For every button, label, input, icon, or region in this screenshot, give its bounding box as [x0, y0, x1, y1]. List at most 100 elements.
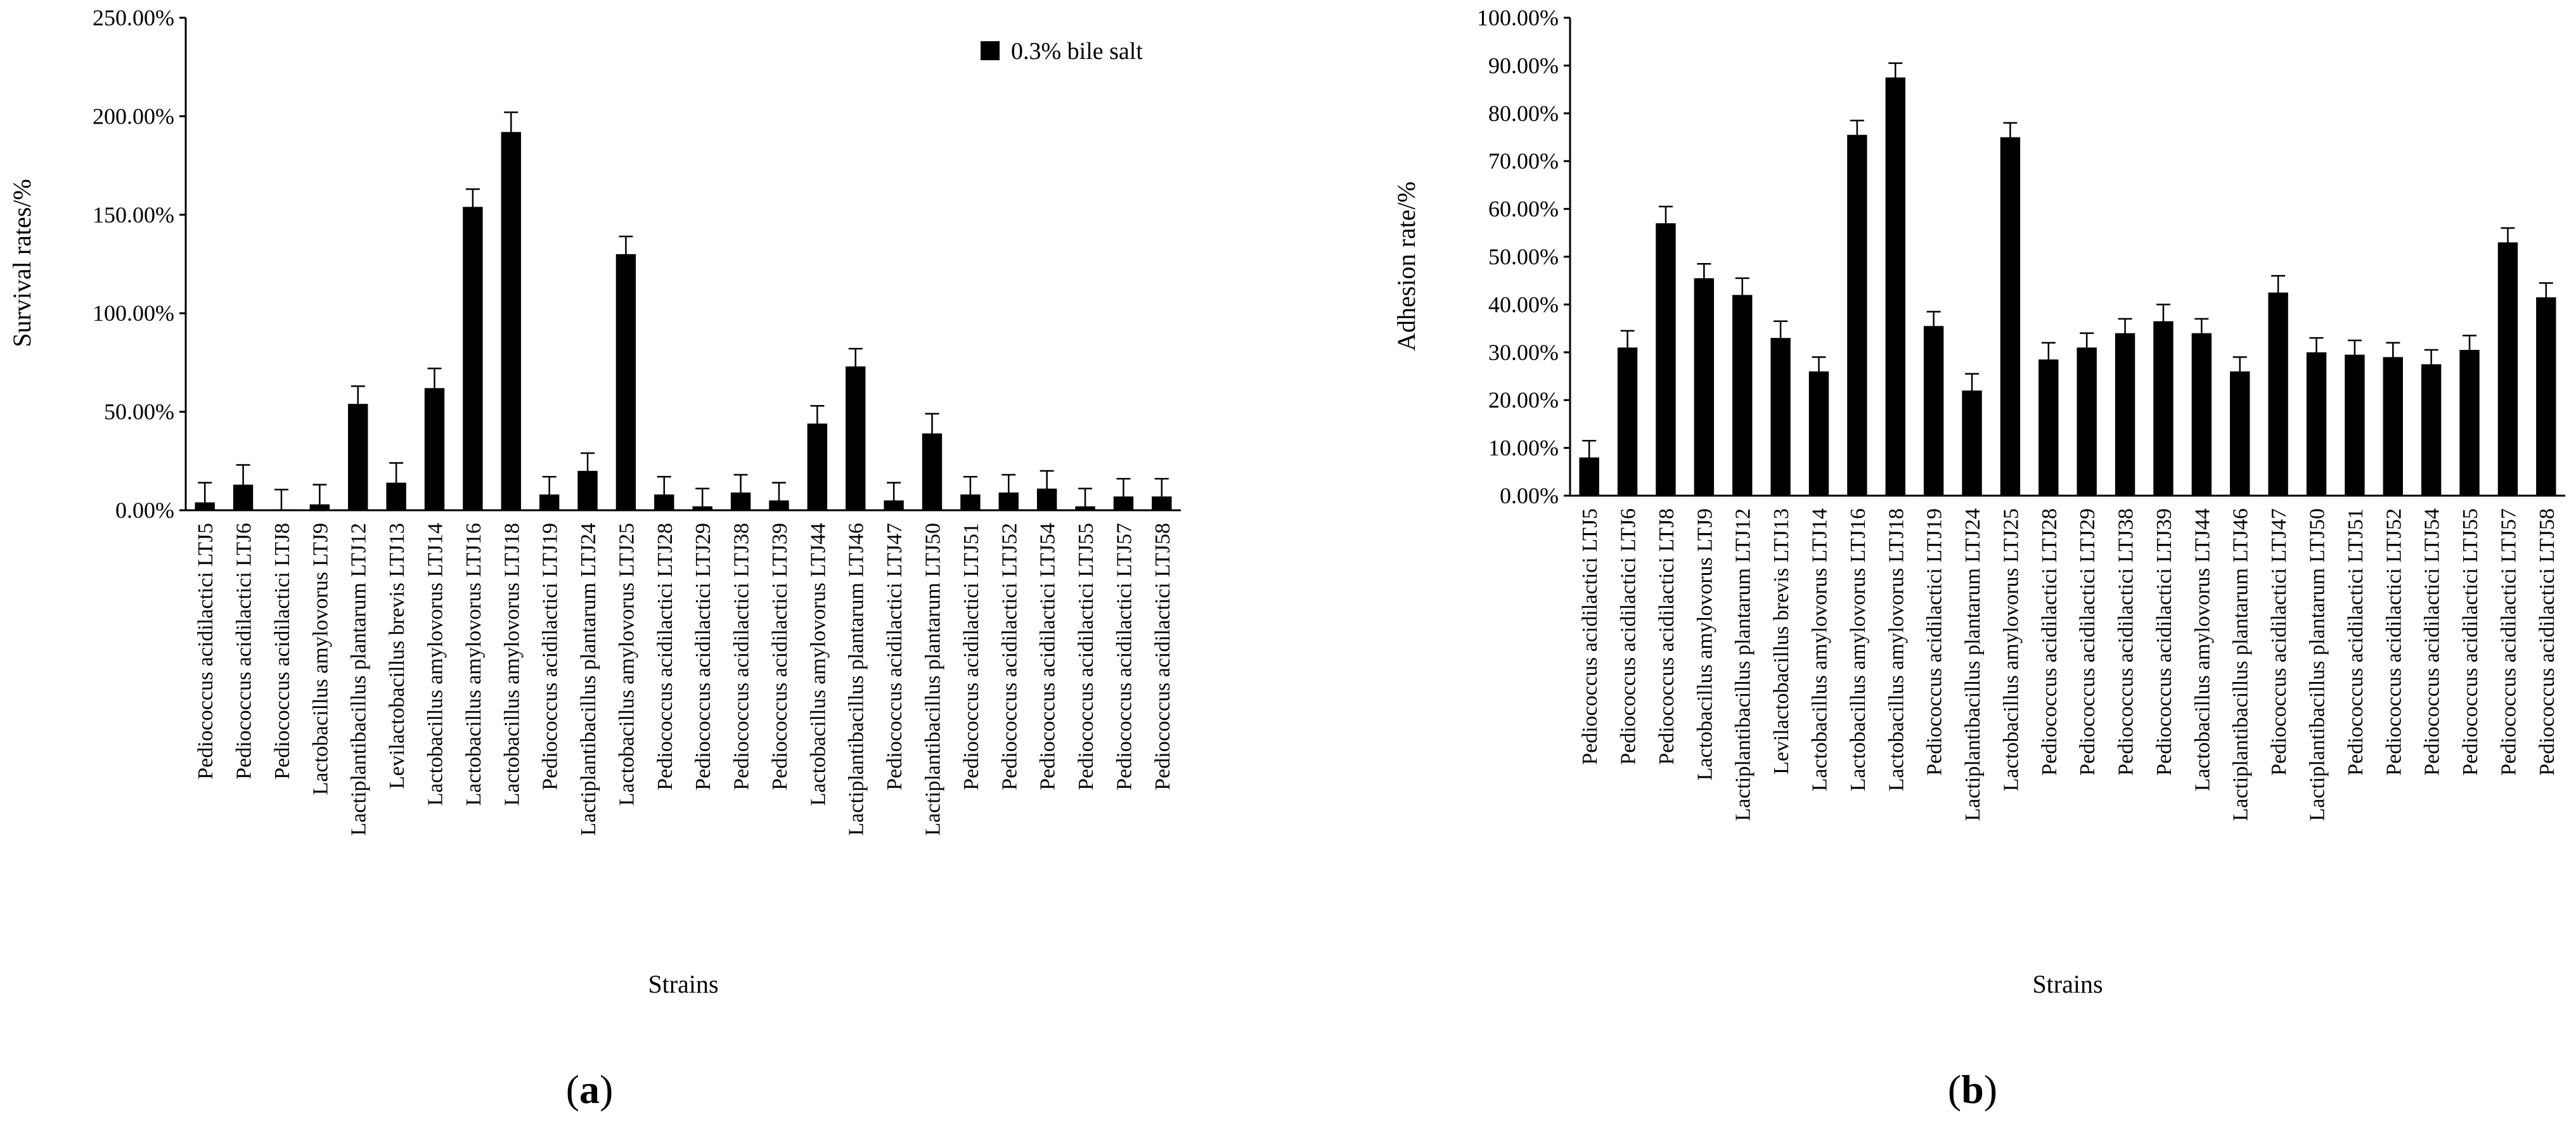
chart-a-panel-label: (a) — [566, 1067, 614, 1112]
chart-b-category-label: Lactiplantibacillus plantarum LTJ46 — [2229, 508, 2253, 821]
chart-b-y-tick-label: 100.00% — [1477, 5, 1559, 30]
chart-b-y-tick-label: 20.00% — [1488, 387, 1559, 413]
chart-a-category-label: Pediococcus acidilactici LTJ29 — [692, 523, 715, 790]
chart-b-y-axis-title: Adhesion rate/% — [1392, 181, 1420, 351]
chart-a-y-axis-title: Survival rates/% — [8, 179, 36, 347]
chart-b-bar — [1770, 338, 1791, 496]
chart-b-category-label: Lactiplantibacillus plantarum LTJ50 — [2306, 508, 2329, 821]
chart-a-category-label: Pediococcus acidilactici LTJ38 — [730, 523, 754, 790]
chart-b-category-label: Pediococcus acidilactici LTJ52 — [2382, 508, 2405, 776]
chart-a-category-label: Lactiplantibacillus plantarum LTJ24 — [577, 523, 600, 836]
chart-a-category-label: Lactiplantibacillus plantarum LTJ12 — [347, 523, 371, 836]
chart-a-bar — [615, 254, 636, 510]
chart-b-y-tick-label: 70.00% — [1488, 148, 1559, 174]
chart-b-bar — [2383, 357, 2403, 496]
chart-a-category-label: Pediococcus acidilactici LTJ58 — [1151, 523, 1175, 790]
chart-b-y-tick-label: 0.00% — [1500, 483, 1559, 508]
chart-a-category-label: Lactiplantibacillus plantarum LTJ46 — [845, 523, 868, 836]
chart-a-bar — [846, 366, 866, 510]
chart-b-bar — [1656, 223, 1676, 496]
chart-b-category-label: Pediococcus acidilactici LTJ6 — [1617, 508, 1640, 765]
chart-b-category-label: Lactobacillus amylovorus LTJ16 — [1846, 508, 1870, 791]
chart-b-category-label: Lactiplantibacillus plantarum LTJ12 — [1732, 508, 1755, 821]
chart-a-y-tick-label: 50.00% — [104, 399, 174, 425]
chart-b-category-label: Pediococcus acidilactici LTJ5 — [1578, 508, 1602, 765]
chart-a-category-label: Pediococcus acidilactici LTJ5 — [194, 523, 217, 780]
chart-a-category-label: Lactobacillus amylovorus LTJ44 — [806, 523, 830, 806]
chart-b-category-label: Pediococcus acidilactici LTJ55 — [2459, 508, 2482, 776]
chart-b-y-tick-label: 50.00% — [1488, 244, 1559, 269]
chart-a-survival-rates: 0.00% 50.00% 100.00% 150.00% 200.00% 250.00% P… — [8, 5, 1181, 1112]
chart-b-category-label: Pediococcus acidilactici LTJ51 — [2344, 508, 2367, 776]
chart-a-x-axis-title: Strains — [648, 970, 718, 998]
chart-a-category-label: Pediococcus acidilactici LTJ55 — [1074, 523, 1098, 790]
chart-b-category-label: Pediococcus acidilactici LTJ57 — [2497, 508, 2520, 776]
chart-a-category-label: Pediococcus acidilactici LTJ6 — [233, 523, 256, 780]
chart-a-category-label: Pediococcus acidilactici LTJ19 — [539, 523, 562, 790]
chart-a-category-label: Pediococcus acidilactici LTJ39 — [768, 523, 792, 790]
chart-b-category-label: Pediococcus acidilactici LTJ8 — [1655, 508, 1678, 765]
chart-b-category-label: Pediococcus acidilactici LTJ38 — [2115, 508, 2138, 776]
chart-b-adhesion-rate: 0.00% 10.00% 20.00% 30.00% 40.00% 50.00% 60.00… — [1392, 5, 2565, 1112]
chart-b-bar — [2306, 352, 2327, 496]
chart-b-bar — [2115, 333, 2135, 496]
chart-b-bar — [2191, 333, 2212, 496]
chart-a-category-label: Lactiplantibacillus plantarum LTJ50 — [922, 523, 945, 836]
chart-a-panel-letter: a — [579, 1067, 600, 1112]
chart-b-category-label: Lactobacillus amylovorus LTJ18 — [1884, 508, 1908, 791]
chart-a-y-tick-label: 250.00% — [93, 5, 174, 30]
chart-a-category-label: Lactobacillus amylovorus LTJ18 — [500, 523, 524, 806]
chart-a-category-label: Lactobacillus amylovorus LTJ16 — [462, 523, 486, 806]
chart-b-bar — [1923, 326, 1944, 496]
chart-b-panel-letter: b — [1961, 1067, 1984, 1112]
chart-a-legend: 0.3% bile salt — [981, 38, 1143, 65]
chart-b-category-label: Levilactobacillus brevis LTJ13 — [1770, 508, 1793, 775]
chart-b-category-label: Lactiplantibacillus plantarum LTJ24 — [1961, 508, 1985, 821]
chart-a-y-tick-label: 200.00% — [93, 103, 174, 129]
chart-b-bar — [2153, 321, 2174, 496]
chart-b-y-tick-label: 30.00% — [1488, 340, 1559, 365]
chart-b-category-label: Lactobacillus amylovorus LTJ14 — [1808, 508, 1832, 791]
chart-b-bar — [2038, 359, 2059, 496]
chart-b-bar — [1694, 278, 1715, 496]
chart-a-y-tick-label: 0.00% — [115, 498, 174, 523]
chart-b-category-label: Pediococcus acidilactici LTJ29 — [2076, 508, 2099, 776]
chart-b-bar — [2268, 292, 2288, 496]
chart-a-bar — [463, 207, 483, 510]
chart-b-y-tick-label: 60.00% — [1488, 196, 1559, 222]
chart-a-category-label: Lactobacillus amylovorus LTJ25 — [615, 523, 638, 806]
chart-b-y-tick-label: 40.00% — [1488, 292, 1559, 317]
chart-a-category-label: Pediococcus acidilactici LTJ51 — [960, 523, 983, 790]
chart-b-category-label: Lactobacillus amylovorus LTJ25 — [1999, 508, 2023, 791]
chart-b-bar — [1885, 77, 1905, 496]
chart-a-category-label: Lactobacillus amylovorus LTJ9 — [309, 523, 332, 795]
chart-b-y-tick-label: 80.00% — [1488, 101, 1559, 126]
chart-a-plot: 0.00% 50.00% 100.00% 150.00% 200.00% 250.00% P… — [93, 5, 1181, 836]
chart-b-bar — [2000, 137, 2021, 496]
chart-a-legend-swatch — [981, 41, 1000, 60]
chart-b-category-label: Lactobacillus amylovorus LTJ9 — [1693, 508, 1716, 780]
chart-a-category-label: Pediococcus acidilactici LTJ8 — [271, 523, 294, 780]
chart-b-bar — [2345, 354, 2365, 496]
chart-b-y-tick-label: 10.00% — [1488, 435, 1559, 461]
chart-b-bar — [2421, 364, 2442, 496]
chart-b-bar — [2077, 347, 2097, 496]
chart-a-y-tick-label: 150.00% — [93, 202, 174, 228]
chart-b-bar — [2497, 242, 2518, 496]
chart-a-category-label: Pediococcus acidilactici LTJ52 — [998, 523, 1021, 790]
chart-b-bar — [2536, 297, 2556, 496]
chart-b-category-label: Pediococcus acidilactici LTJ54 — [2421, 508, 2444, 776]
chart-b-category-label: Pediococcus acidilactici LTJ28 — [2038, 508, 2061, 776]
chart-b-bar — [1808, 371, 1829, 496]
chart-b-bar — [1847, 134, 1867, 496]
chart-b-panel-label: (b) — [1948, 1067, 1997, 1112]
chart-b-x-axis-title: Strains — [2032, 970, 2103, 998]
chart-b-bar — [1617, 347, 1638, 496]
chart-b-bar — [1732, 295, 1753, 496]
chart-a-category-label: Pediococcus acidilactici LTJ57 — [1112, 523, 1136, 790]
chart-b-bar — [2230, 371, 2250, 496]
chart-b-category-label: Pediococcus acidilactici LTJ19 — [1923, 508, 1947, 776]
chart-a-category-label: Lactobacillus amylovorus LTJ14 — [424, 523, 448, 806]
chart-a-legend-label: 0.3% bile salt — [1011, 38, 1143, 65]
